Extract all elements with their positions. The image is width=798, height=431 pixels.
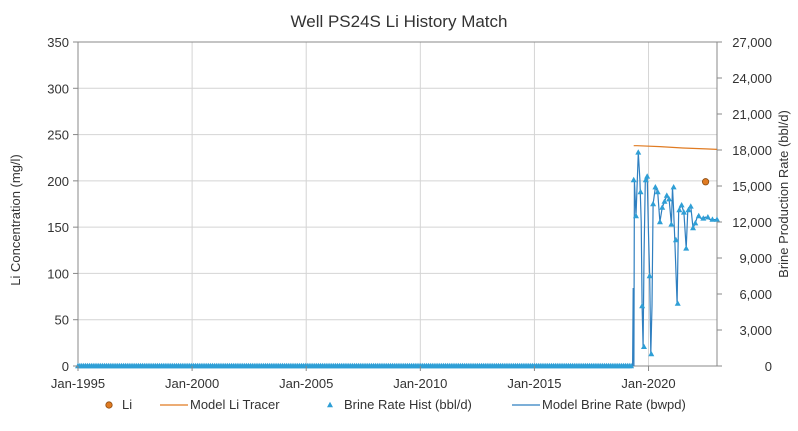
- left-tick-label: 0: [62, 359, 69, 374]
- brine-hist-point: [654, 188, 661, 195]
- brine-hist-point: [678, 202, 685, 208]
- right-tick-label: 15,000: [732, 179, 772, 194]
- left-tick-label: 150: [47, 220, 69, 235]
- axes-layer: 0 50 100 150 200 250 300 350 0 3,000 6,000 9,000 12,…: [47, 35, 772, 391]
- x-tick-label: Jan-2010: [393, 376, 447, 391]
- brine-hist-point: [648, 350, 655, 357]
- brine-hist-point: [650, 200, 657, 207]
- right-tick-label: 24,000: [732, 71, 772, 86]
- brine-hist-point: [630, 176, 637, 183]
- left-tick-label: 100: [47, 266, 69, 281]
- series-line-1: [633, 145, 718, 150]
- brine-hist-point: [639, 302, 646, 309]
- left-axis-label: Li Concentration (mg/l): [8, 154, 23, 286]
- right-tick-label: 18,000: [732, 143, 772, 158]
- right-tick-label: 9,000: [739, 251, 772, 266]
- right-tick-label: 3,000: [739, 323, 772, 338]
- brine-hist-point: [700, 215, 707, 221]
- right-tick-label: 12,000: [732, 215, 772, 230]
- legend-label: Model Li Tracer: [190, 397, 280, 412]
- legend-swatch: [327, 401, 333, 408]
- legend-label: Brine Rate Hist (bbl/d): [344, 397, 472, 412]
- brine-hist-point: [680, 209, 687, 215]
- chart-title: Well PS24S Li History Match: [291, 12, 508, 31]
- legend-item-0: Li: [105, 397, 132, 412]
- legend-item-1: Model Li Tracer: [160, 397, 280, 412]
- brine-hist-point: [652, 184, 659, 190]
- legend: Li Model Li Tracer Brine Rate Hist (bbl/d)…: [105, 397, 686, 412]
- brine-hist-point: [659, 204, 666, 210]
- right-tick-label: 6,000: [739, 287, 772, 302]
- grid: [78, 42, 717, 366]
- legend-item-3: Model Brine Rate (bwpd): [512, 397, 686, 412]
- brine-hist-point: [666, 196, 673, 202]
- right-tick-label: 27,000: [732, 35, 772, 50]
- left-tick-label: 200: [47, 174, 69, 189]
- brine-hist-point: [692, 220, 699, 226]
- brine-hist-point: [709, 216, 716, 222]
- brine-hist-point: [640, 343, 647, 349]
- left-tick-label: 50: [55, 313, 69, 328]
- left-tick-label: 300: [47, 81, 69, 96]
- brine-hist-point: [672, 236, 679, 243]
- li-point: [701, 178, 710, 186]
- brine-hist-point: [656, 218, 663, 225]
- left-tick-label: 250: [47, 128, 69, 143]
- x-tick-label: Jan-2000: [165, 376, 219, 391]
- x-tick-label: Jan-2005: [279, 376, 333, 391]
- brine-hist-point: [695, 212, 702, 219]
- brine-hist-point: [637, 188, 644, 195]
- brine-hist-point: [687, 203, 694, 209]
- brine-hist-point: [683, 245, 690, 251]
- series-layer: [75, 145, 720, 369]
- legend-item-2: Brine Rate Hist (bbl/d): [327, 397, 472, 412]
- brine-hist-point: [632, 212, 639, 219]
- x-tick-label: Jan-2015: [507, 376, 561, 391]
- x-tick-label: Jan-2020: [621, 376, 675, 391]
- right-axis-label: Brine Production Rate (bbl/d): [776, 110, 791, 278]
- brine-hist-point-zero: [628, 362, 635, 369]
- brine-hist-point: [663, 192, 670, 198]
- brine-hist-point: [635, 149, 642, 155]
- brine-hist-point: [704, 214, 711, 220]
- brine-hist-point: [676, 206, 683, 213]
- brine-hist-point: [646, 272, 653, 279]
- right-tick-label: 21,000: [732, 107, 772, 122]
- brine-hist-point: [670, 184, 677, 190]
- brine-hist-point: [668, 221, 675, 227]
- brine-hist-point: [674, 300, 681, 306]
- brine-hist-point: [714, 216, 720, 222]
- brine-hist-point: [661, 198, 668, 204]
- brine-hist-point: [642, 176, 649, 183]
- legend-swatch: [105, 401, 113, 409]
- x-tick-label: Jan-1995: [51, 376, 105, 391]
- right-tick-label: 0: [765, 359, 772, 374]
- brine-hist-point: [690, 224, 697, 231]
- brine-hist-point: [644, 173, 651, 179]
- legend-label: Li: [122, 397, 132, 412]
- legend-label: Model Brine Rate (bwpd): [542, 397, 686, 412]
- brine-hist-point: [685, 206, 692, 213]
- left-tick-label: 350: [47, 35, 69, 50]
